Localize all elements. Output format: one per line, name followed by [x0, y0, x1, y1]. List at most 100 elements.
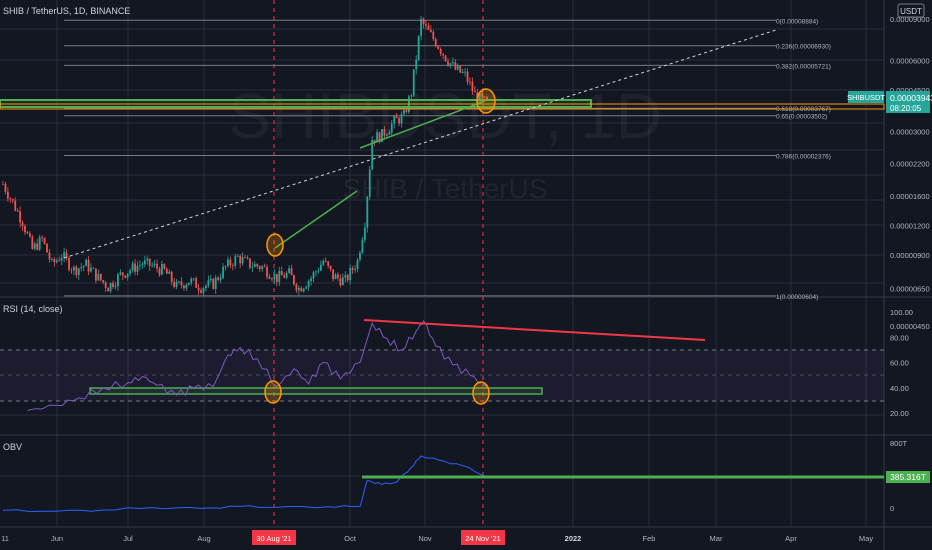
candle-body — [146, 258, 149, 261]
dashed-trendline[interactable] — [63, 29, 777, 259]
candle-body — [398, 118, 400, 124]
candle-body — [268, 276, 271, 279]
rsi-label[interactable]: RSI (14, close) — [3, 304, 63, 314]
time-tick-label: Oct — [344, 534, 357, 543]
candle-body — [483, 96, 486, 98]
candle-body — [400, 114, 403, 124]
candle-body — [183, 285, 185, 289]
candle-body — [161, 264, 163, 275]
obv-tag — [886, 471, 930, 483]
candle-body — [143, 260, 146, 265]
candle-body — [381, 129, 383, 143]
candle-body — [219, 277, 222, 280]
candle-body — [43, 237, 46, 244]
candle-body — [327, 261, 330, 266]
candle-body — [251, 266, 254, 268]
candle-body — [278, 271, 281, 283]
candle-body — [121, 272, 124, 276]
rsi-bearish-trendline[interactable] — [363, 319, 706, 341]
obv-label[interactable]: OBV — [3, 442, 22, 452]
orange-fib-zone[interactable] — [0, 103, 885, 110]
candlestick-series — [2, 15, 489, 297]
rsi-axis[interactable]: 100.00 80.00 60.00 40.00 20.00 — [890, 308, 913, 418]
candle-body — [263, 266, 266, 267]
rsi-tick-label: 60.00 — [890, 359, 909, 368]
candle-body — [117, 274, 119, 286]
candle-body — [312, 272, 315, 279]
candle-body — [95, 268, 97, 281]
rsi-circle-aug[interactable] — [264, 380, 282, 404]
price-tick-label: 0.00000900 — [890, 251, 930, 260]
candle-body — [329, 265, 332, 270]
price-tag-symbol: SHIBUSDT — [847, 93, 885, 102]
candle-body — [249, 258, 251, 268]
candle-body — [361, 239, 364, 253]
candle-body — [266, 266, 268, 277]
highlight-circle-aug[interactable] — [266, 233, 284, 257]
candle-body — [82, 265, 85, 268]
candle-body — [393, 116, 396, 124]
candle-body — [14, 200, 17, 211]
candle-body — [2, 183, 4, 185]
obv-line — [2, 455, 488, 513]
price-tag — [886, 91, 930, 113]
price-tick-label: 0.00001200 — [890, 221, 930, 230]
candle-body — [363, 227, 366, 240]
candle-body — [373, 139, 376, 143]
candle-body — [58, 260, 61, 262]
price-axis[interactable]: 0.000120000.000090000.000060000.00004500… — [890, 0, 930, 331]
candle-body — [481, 92, 484, 97]
candle-body — [68, 257, 70, 270]
obv-tick-label: 0 — [890, 504, 894, 513]
fib-level-label: 0(0.00008884) — [776, 18, 818, 25]
green-trendline-upper[interactable] — [359, 100, 486, 149]
candle-body — [6, 191, 9, 199]
time-tick-label: Jul — [123, 534, 133, 543]
candle-body — [293, 275, 295, 285]
candle-body — [200, 290, 202, 293]
candle-body — [170, 271, 173, 282]
obv-tag-value: 385.316T — [890, 472, 926, 482]
candle-body — [195, 278, 198, 288]
price-tag-value: 0.00003943 — [890, 93, 932, 103]
candle-body — [99, 273, 102, 281]
candle-body — [114, 285, 117, 287]
time-axis[interactable]: 11 Jun Jul Aug 30 Aug '21 Oct Nov 24 Nov '21 202… — [1, 530, 873, 545]
candle-body — [337, 274, 339, 279]
price-tick-label: 0.00009000 — [890, 15, 930, 24]
fib-level-label: 1(0.00000604) — [776, 294, 818, 301]
candle-body — [486, 96, 489, 100]
candle-body — [28, 233, 31, 237]
candle-body — [405, 110, 408, 113]
candle-body — [109, 282, 112, 292]
candle-body — [478, 92, 481, 102]
candle-body — [217, 277, 220, 280]
green-trendline-lower[interactable] — [274, 190, 358, 249]
candle-body — [473, 91, 476, 93]
time-tick-label: 2022 — [565, 534, 582, 543]
rsi-circle-nov[interactable] — [472, 381, 490, 405]
candle-body — [107, 287, 110, 292]
candle-body — [104, 282, 107, 288]
candle-body — [16, 210, 19, 212]
candle-body — [65, 252, 68, 258]
highlight-circle-nov[interactable] — [476, 88, 496, 114]
symbol-title[interactable]: SHIB / TetherUS, 1D, BINANCE — [3, 6, 130, 16]
time-highlight-box — [252, 530, 296, 545]
candle-body — [73, 266, 75, 271]
candle-body — [141, 264, 144, 266]
candle-body — [307, 281, 310, 287]
candle-body — [410, 95, 413, 97]
candle-body — [41, 237, 44, 238]
candle-body — [36, 243, 39, 250]
fib-retracement[interactable]: 0(0.00008884) 0.236(0.00006930) 0.382(0.00… — [64, 18, 831, 301]
currency-badge[interactable] — [897, 3, 925, 18]
candle-body — [319, 264, 322, 271]
candle-body — [187, 282, 190, 286]
candle-body — [31, 236, 34, 249]
candle-body — [359, 252, 361, 260]
candle-body — [70, 269, 73, 271]
candle-body — [202, 288, 205, 293]
